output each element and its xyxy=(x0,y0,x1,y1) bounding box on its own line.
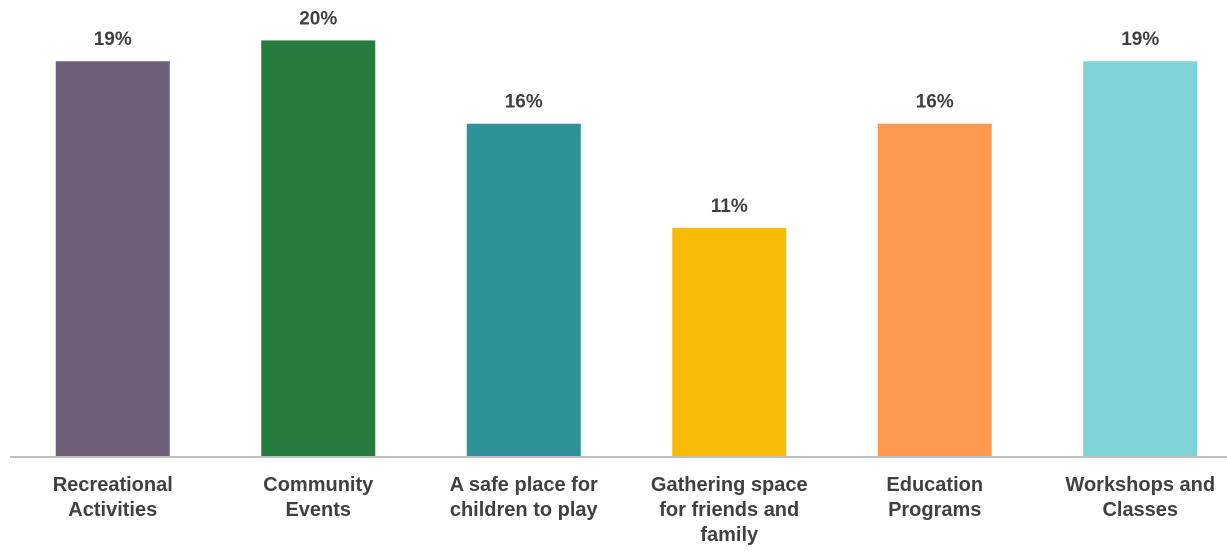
category-labels-group: Recreational Activities Community Events A s… xyxy=(53,474,1215,546)
bar-4 xyxy=(672,227,787,457)
category-label-2: Community Events xyxy=(263,474,374,521)
category-label-line: Classes xyxy=(1102,499,1178,521)
bar-5 xyxy=(877,123,992,458)
category-label-line: family xyxy=(700,524,759,546)
category-label-3: A safe place for children to play xyxy=(450,474,599,521)
category-label-line: Education xyxy=(886,474,983,496)
value-label-1: 19% xyxy=(94,29,132,50)
category-label-line: Gathering space xyxy=(651,474,808,496)
category-label-4: Gathering space for friends and family xyxy=(651,474,808,546)
category-label-line: A safe place for xyxy=(450,474,598,496)
bar-2 xyxy=(261,40,376,457)
value-labels-group: 19% 20% 16% 11% 16% 19% xyxy=(94,8,1160,216)
bar-1 xyxy=(55,61,170,458)
category-label-line: Recreational xyxy=(53,474,173,496)
bars-group xyxy=(55,40,1198,458)
bar-6 xyxy=(1083,61,1198,458)
value-label-3: 16% xyxy=(505,92,543,113)
category-label-line: Events xyxy=(285,499,351,521)
category-label-5: Education Programs xyxy=(886,474,983,521)
bar-3 xyxy=(466,123,581,458)
category-label-line: Activities xyxy=(68,499,157,521)
category-label-1: Recreational Activities xyxy=(53,474,173,521)
value-label-2: 20% xyxy=(299,8,337,29)
value-label-6: 19% xyxy=(1121,29,1159,50)
category-label-line: children to play xyxy=(450,499,599,521)
value-label-5: 16% xyxy=(916,92,954,113)
category-label-line: for friends and xyxy=(659,499,799,521)
category-label-6: Workshops and Classes xyxy=(1065,474,1215,521)
value-label-4: 11% xyxy=(711,196,748,217)
category-label-line: Programs xyxy=(888,499,981,521)
category-label-line: Workshops and xyxy=(1065,474,1215,496)
category-label-line: Community xyxy=(263,474,374,496)
